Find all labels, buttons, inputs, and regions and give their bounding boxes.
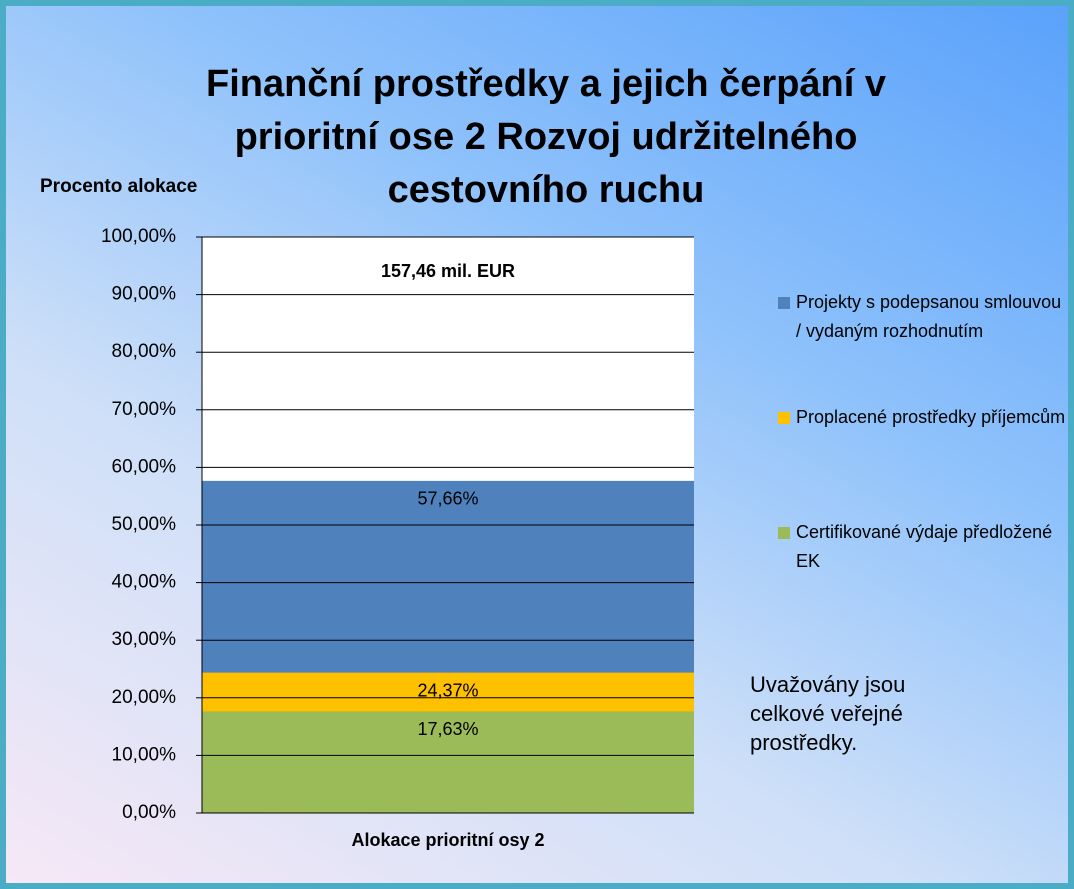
legend-label: Projekty s podepsanou smlouvou / vydaným…	[796, 292, 1062, 341]
legend-swatch	[778, 412, 790, 424]
data-label: 57,66%	[417, 489, 478, 509]
y-tick-label: 50,00%	[112, 514, 177, 535]
y-tick-label: 90,00%	[112, 284, 177, 305]
y-tick-label: 0,00%	[122, 802, 176, 823]
y-axis-title: Procento alokace	[40, 176, 197, 197]
legend-label: Proplacené prostředky příjemcům	[796, 407, 1066, 427]
annotation: 157,46 mil. EUR	[381, 261, 515, 281]
bar	[202, 711, 694, 813]
legend-item: Proplacené prostředky příjemcům	[776, 403, 1066, 432]
y-tick-label: 10,00%	[112, 744, 177, 765]
legend-item: Projekty s podepsanou smlouvou / vydaným…	[776, 288, 1066, 346]
legend-label: Certifikované výdaje předložené EK	[796, 522, 1053, 571]
y-tick-label: 30,00%	[112, 629, 177, 650]
y-tick-label: 60,00%	[112, 456, 177, 477]
annotation: Uvažovány jsou celkové veřejné prostředk…	[750, 672, 906, 755]
legend-item: Certifikované výdaje předložené EK	[776, 518, 1066, 576]
y-tick-label: 70,00%	[112, 399, 177, 420]
chart-title: Finanční prostředky a jejich čerpání v p…	[205, 63, 886, 211]
y-tick-label: 20,00%	[112, 687, 177, 708]
data-label: 17,63%	[417, 719, 478, 739]
y-tick-label: 80,00%	[112, 341, 177, 362]
x-tick-label: Alokace prioritní osy 2	[351, 830, 544, 850]
y-tick-label: 100,00%	[101, 226, 176, 247]
y-tick-label: 40,00%	[112, 572, 177, 593]
legend-swatch	[778, 527, 790, 539]
legend-swatch	[778, 297, 790, 309]
data-label: 24,37%	[417, 680, 478, 700]
